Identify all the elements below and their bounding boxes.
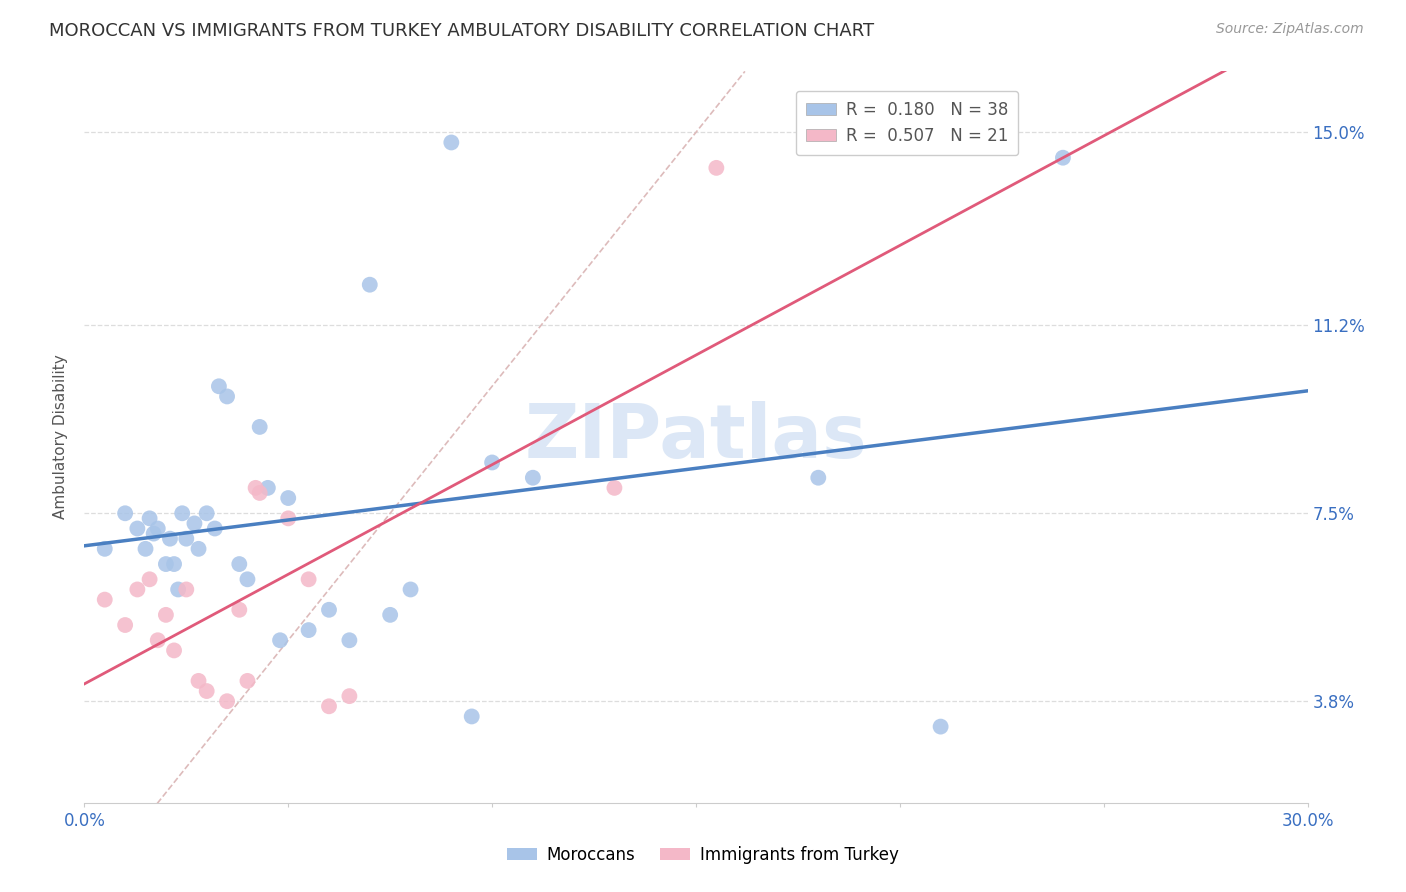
Point bbox=[399, 582, 422, 597]
Point bbox=[706, 161, 728, 175]
Point bbox=[603, 481, 626, 495]
Point bbox=[187, 541, 209, 556]
Point bbox=[440, 136, 463, 150]
Point bbox=[257, 481, 280, 495]
Point bbox=[93, 592, 115, 607]
Legend: Moroccans, Immigrants from Turkey: Moroccans, Immigrants from Turkey bbox=[501, 839, 905, 871]
Text: MOROCCAN VS IMMIGRANTS FROM TURKEY AMBULATORY DISABILITY CORRELATION CHART: MOROCCAN VS IMMIGRANTS FROM TURKEY AMBUL… bbox=[49, 22, 875, 40]
Text: Source: ZipAtlas.com: Source: ZipAtlas.com bbox=[1216, 22, 1364, 37]
Point bbox=[208, 379, 231, 393]
Point bbox=[461, 709, 484, 723]
Point bbox=[195, 684, 218, 698]
Point bbox=[298, 572, 321, 586]
Point bbox=[339, 689, 361, 703]
Point bbox=[155, 557, 177, 571]
Point bbox=[135, 541, 157, 556]
Point bbox=[114, 506, 136, 520]
Point bbox=[318, 699, 340, 714]
Point bbox=[172, 506, 194, 520]
Point bbox=[163, 643, 186, 657]
Point bbox=[167, 582, 190, 597]
Point bbox=[204, 521, 226, 535]
Point bbox=[359, 277, 381, 292]
Point bbox=[236, 673, 259, 688]
Point bbox=[236, 572, 259, 586]
Point bbox=[159, 532, 181, 546]
Point bbox=[93, 541, 115, 556]
Point bbox=[277, 511, 299, 525]
Point bbox=[174, 532, 197, 546]
Point bbox=[929, 720, 952, 734]
Point bbox=[127, 582, 149, 597]
Point bbox=[195, 506, 218, 520]
Point bbox=[127, 521, 149, 535]
Point bbox=[146, 521, 169, 535]
Point bbox=[163, 557, 186, 571]
Text: ZIPatlas: ZIPatlas bbox=[524, 401, 868, 474]
Legend: R =  0.180   N = 38, R =  0.507   N = 21: R = 0.180 N = 38, R = 0.507 N = 21 bbox=[796, 91, 1018, 155]
Point bbox=[228, 557, 250, 571]
Point bbox=[339, 633, 361, 648]
Point bbox=[228, 603, 250, 617]
Point bbox=[138, 511, 160, 525]
Point bbox=[187, 673, 209, 688]
Point bbox=[277, 491, 299, 505]
Point bbox=[217, 694, 239, 708]
Point bbox=[183, 516, 205, 531]
Point bbox=[245, 481, 267, 495]
Point bbox=[269, 633, 291, 648]
Y-axis label: Ambulatory Disability: Ambulatory Disability bbox=[53, 355, 69, 519]
Point bbox=[174, 582, 197, 597]
Point bbox=[142, 526, 165, 541]
Point bbox=[481, 455, 503, 469]
Point bbox=[522, 471, 544, 485]
Point bbox=[318, 603, 340, 617]
Point bbox=[114, 618, 136, 632]
Point bbox=[807, 471, 830, 485]
Point bbox=[155, 607, 177, 622]
Point bbox=[138, 572, 160, 586]
Point bbox=[146, 633, 169, 648]
Point bbox=[217, 389, 239, 403]
Point bbox=[380, 607, 402, 622]
Point bbox=[249, 486, 271, 500]
Point bbox=[249, 420, 271, 434]
Point bbox=[1052, 151, 1074, 165]
Point bbox=[298, 623, 321, 637]
